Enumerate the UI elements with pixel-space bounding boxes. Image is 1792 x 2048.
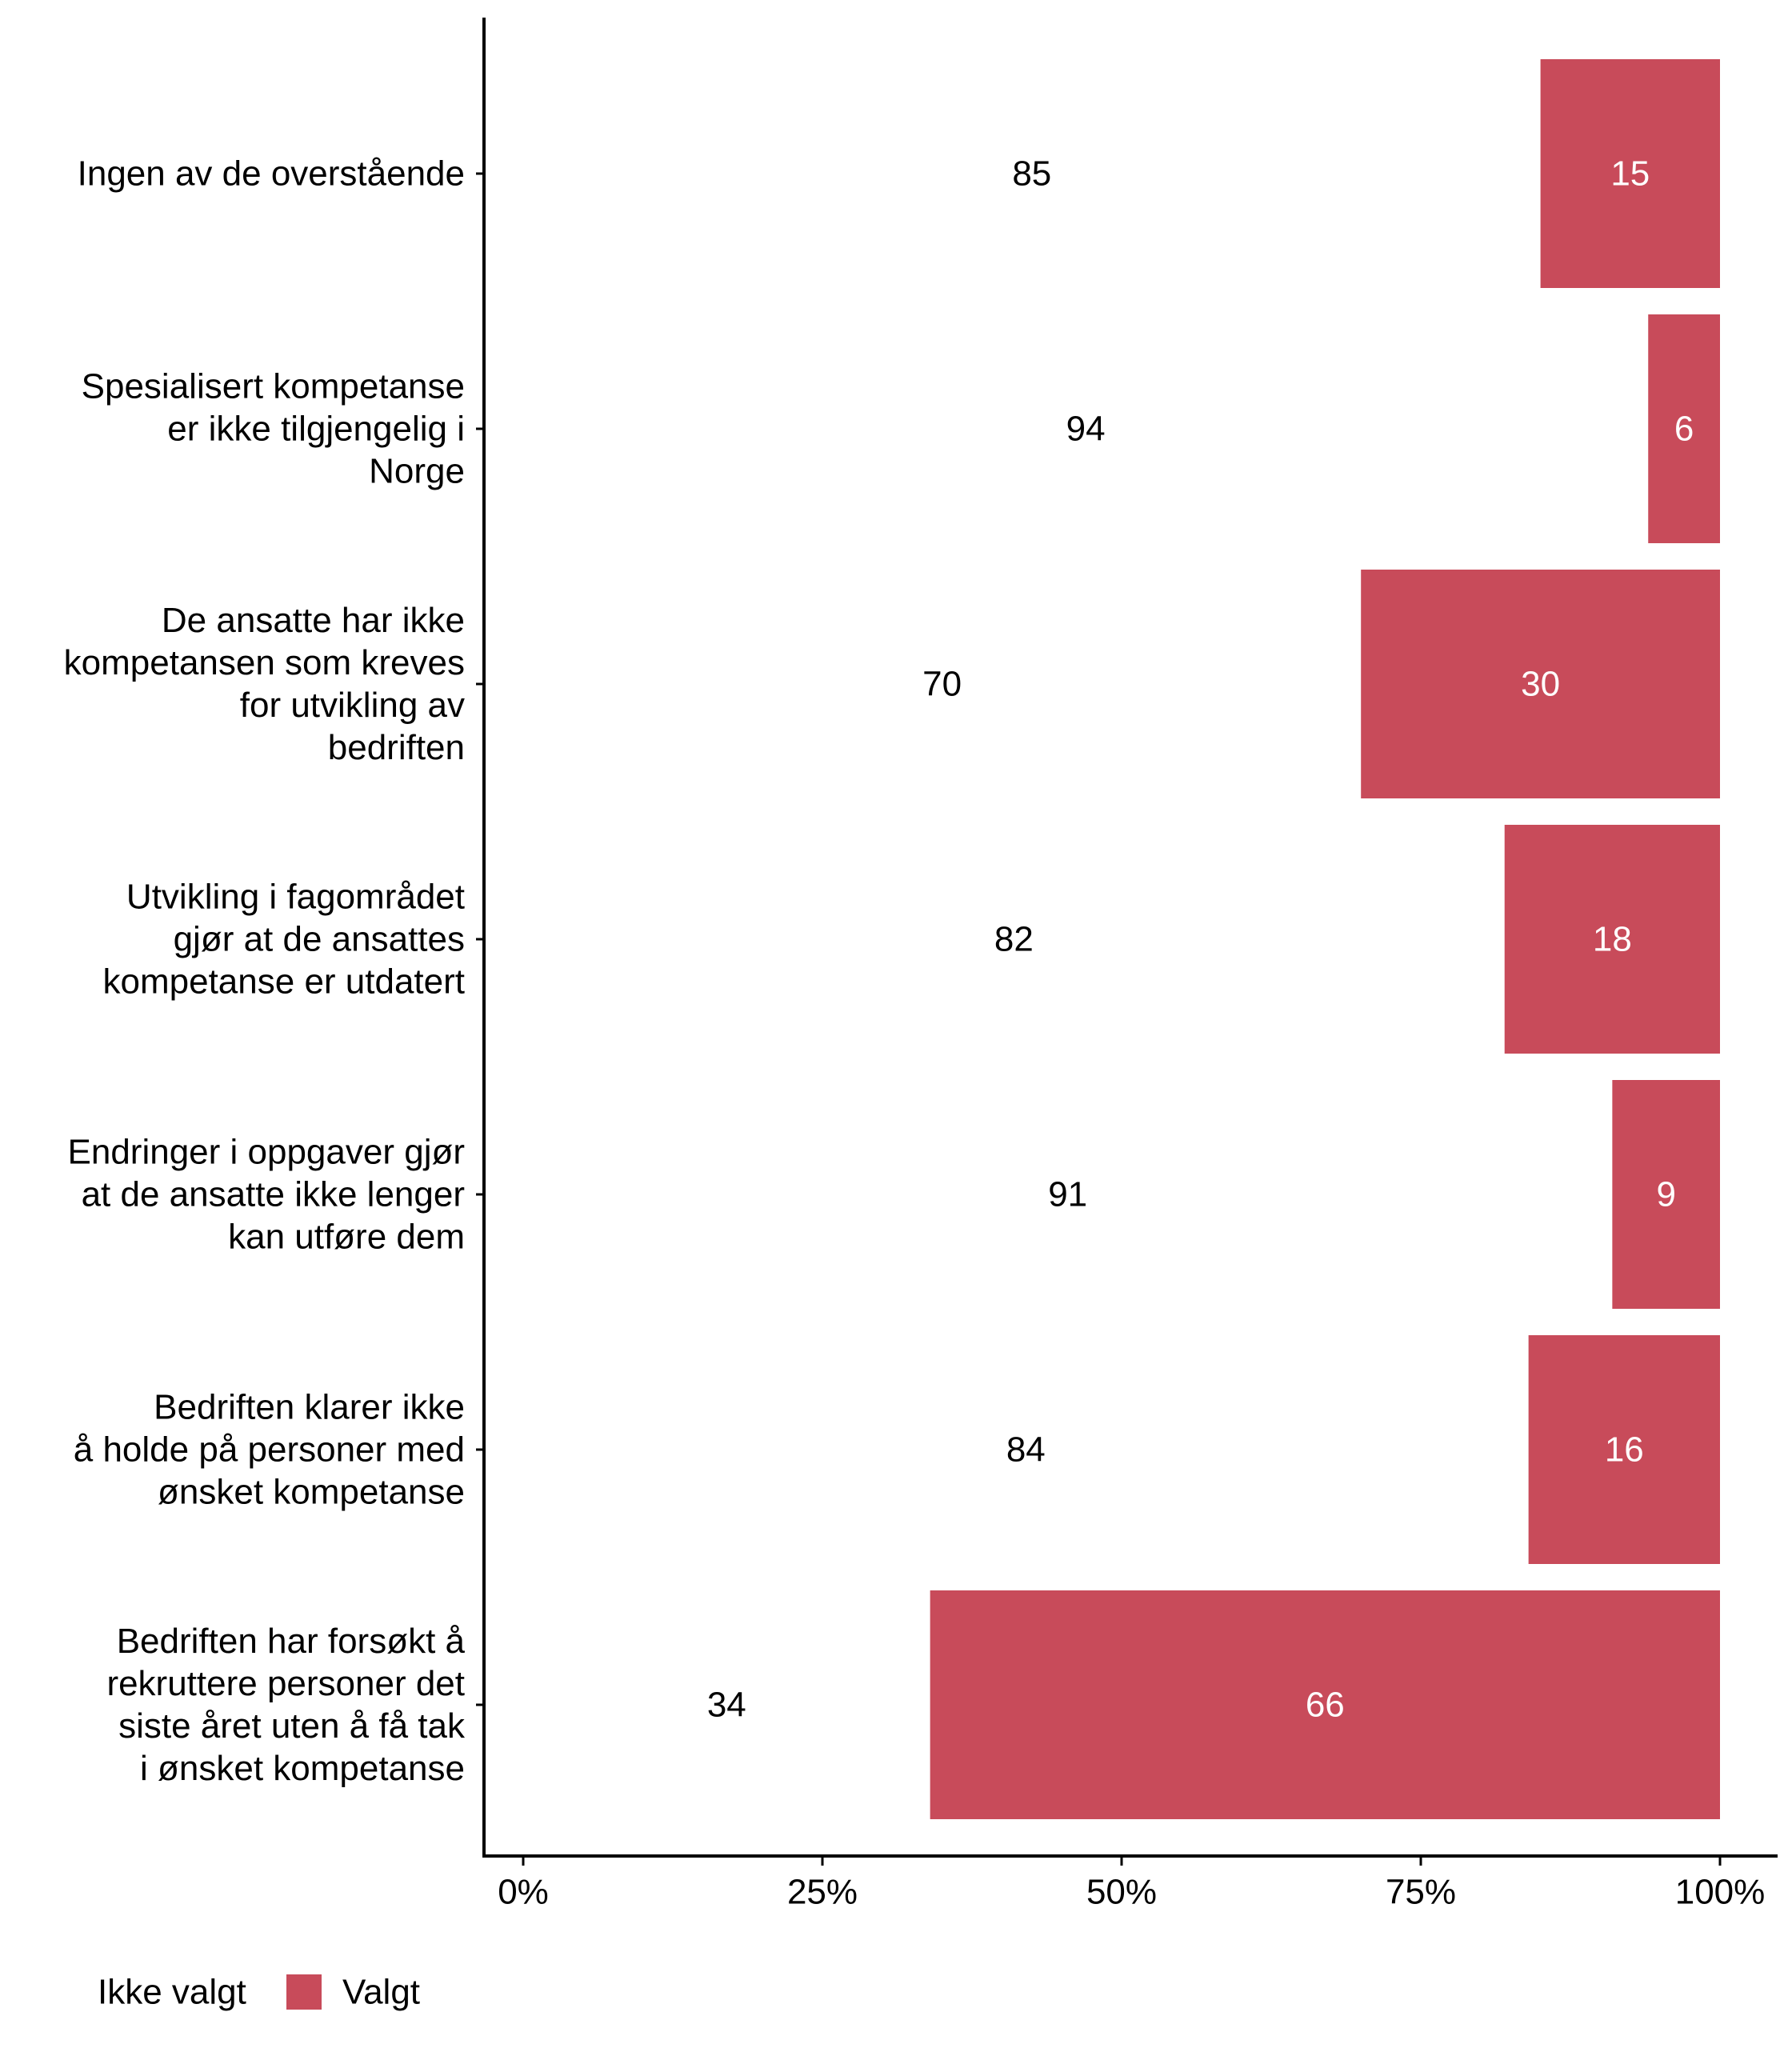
- legend-swatch-valgt: [286, 1974, 322, 2010]
- legend: Ikke valgt Valgt: [98, 1973, 420, 2012]
- data-label-ikke-valgt: 94: [1066, 410, 1106, 449]
- data-label-valgt: 16: [1605, 1430, 1644, 1470]
- data-label-ikke-valgt: 84: [1006, 1430, 1046, 1470]
- y-tick-label: bedriften: [328, 728, 465, 767]
- data-label-valgt: 30: [1521, 665, 1560, 704]
- y-tick-label: for utvikling av: [240, 686, 465, 725]
- bar-ikke-valgt: [523, 1080, 1613, 1309]
- y-tick-label: rekruttere personer det: [106, 1664, 465, 1703]
- data-label-ikke-valgt: 70: [922, 665, 962, 704]
- legend-label-valgt: Valgt: [342, 1973, 420, 2012]
- y-tick-label: kompetansen som kreves: [64, 643, 465, 682]
- y-tick-label: er ikke tilgjengelig i: [167, 410, 465, 449]
- x-axis: 0% 25% 50% 75% 100%: [482, 1854, 1778, 1912]
- bar-valgt: [1612, 1080, 1720, 1309]
- bar-ikke-valgt: [523, 570, 1362, 798]
- legend-label-ikke-valgt: Ikke valgt: [98, 1973, 246, 2012]
- y-axis: Ingen av de overstående Spesialisert komp…: [64, 18, 486, 1856]
- bar-valgt: [1361, 570, 1720, 798]
- y-tick-label: Spesialisert kompetanse: [82, 367, 465, 406]
- y-tick-label: Bedriften har forsøkt å: [117, 1622, 466, 1661]
- y-tick-label: Endringer i oppgaver gjør: [68, 1133, 465, 1172]
- data-label-ikke-valgt: 82: [994, 920, 1034, 959]
- x-tick-label: 100%: [1675, 1873, 1766, 1912]
- bar-ikke-valgt: [523, 59, 1541, 288]
- bar-labels-layer: 85 15 94 6 70 30 82 18 91 9 84 16 34 66: [707, 154, 1694, 1725]
- y-tick-label: siste året uten å få tak: [118, 1706, 466, 1746]
- y-tick-label: Bedriften klarer ikke: [154, 1388, 465, 1427]
- bar-valgt: [1528, 1335, 1720, 1564]
- data-label-ikke-valgt: 91: [1048, 1175, 1087, 1214]
- data-label-valgt: 15: [1610, 154, 1650, 194]
- bar-valgt: [1648, 314, 1720, 543]
- bar-valgt: [930, 1590, 1720, 1819]
- data-label-ikke-valgt: 34: [707, 1686, 746, 1725]
- data-label-valgt: 6: [1674, 410, 1694, 449]
- y-tick-label: Norge: [369, 452, 465, 491]
- x-tick-label: 0%: [498, 1873, 549, 1912]
- bar-valgt: [1540, 59, 1720, 288]
- bar-ikke-valgt: [523, 1590, 930, 1819]
- x-tick-label: 50%: [1086, 1873, 1157, 1912]
- y-tick-label: ønsket kompetanse: [158, 1473, 465, 1512]
- bar-ikke-valgt: [523, 314, 1649, 543]
- y-tick-label: De ansatte har ikke: [162, 601, 465, 640]
- data-label-valgt: 18: [1593, 920, 1632, 959]
- y-tick-label: i ønsket kompetanse: [140, 1749, 465, 1788]
- data-label-valgt: 66: [1306, 1686, 1345, 1725]
- y-tick-label: at de ansatte ikke lenger: [82, 1175, 465, 1214]
- y-tick-label: kan utføre dem: [228, 1218, 465, 1257]
- y-tick-label: Ingen av de overstående: [78, 154, 465, 194]
- x-tick-label: 25%: [787, 1873, 858, 1912]
- bars-layer: [523, 59, 1720, 1819]
- y-tick-label: Utvikling i fagområdet: [126, 878, 465, 917]
- data-label-valgt: 9: [1656, 1175, 1675, 1214]
- x-tick-label: 75%: [1386, 1873, 1456, 1912]
- data-label-ikke-valgt: 85: [1012, 154, 1051, 194]
- bar-ikke-valgt: [523, 825, 1505, 1054]
- bar-valgt: [1504, 825, 1720, 1054]
- bar-ikke-valgt: [523, 1335, 1529, 1564]
- y-tick-label: kompetanse er utdatert: [103, 962, 465, 1002]
- y-tick-label: gjør at de ansattes: [174, 920, 465, 959]
- y-tick-label: å holde på personer med: [74, 1430, 465, 1470]
